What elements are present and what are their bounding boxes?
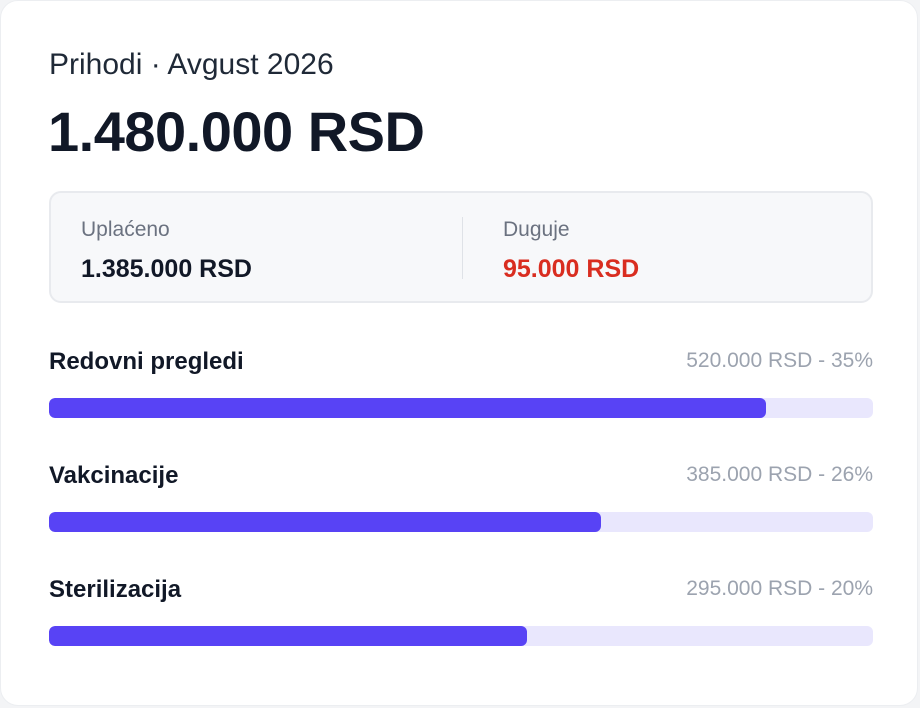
payment-summary: Uplaćeno 1.385.000 RSD Duguje 95.000 RSD: [49, 191, 873, 303]
progress-fill: [49, 626, 527, 646]
category-row-redovni-pregledi: Redovni pregledi 520.000 RSD - 35%: [49, 346, 873, 426]
summary-divider: [462, 217, 463, 279]
owed-value: 95.000 RSD: [503, 255, 640, 283]
card-title: Prihodi · Avgust 2026: [49, 48, 334, 81]
total-revenue: 1.480.000 RSD: [48, 100, 425, 163]
paid-label: Uplaćeno: [81, 218, 170, 241]
category-label: Vakcinacije: [49, 462, 179, 489]
category-label: Sterilizacija: [49, 576, 182, 603]
category-label: Redovni pregledi: [49, 348, 244, 375]
category-value: 520.000 RSD - 35%: [686, 349, 873, 372]
category-value: 295.000 RSD - 20%: [686, 577, 873, 600]
progress-track: [49, 512, 873, 532]
category-value: 385.000 RSD - 26%: [686, 463, 873, 486]
progress-fill: [49, 398, 766, 418]
owed-label: Duguje: [503, 218, 570, 241]
progress-track: [49, 626, 873, 646]
category-row-sterilizacija: Sterilizacija 295.000 RSD - 20%: [49, 574, 873, 654]
progress-fill: [49, 512, 602, 532]
paid-value: 1.385.000 RSD: [81, 255, 252, 283]
progress-track: [49, 398, 873, 418]
category-row-vakcinacije: Vakcinacije 385.000 RSD - 26%: [49, 460, 873, 540]
